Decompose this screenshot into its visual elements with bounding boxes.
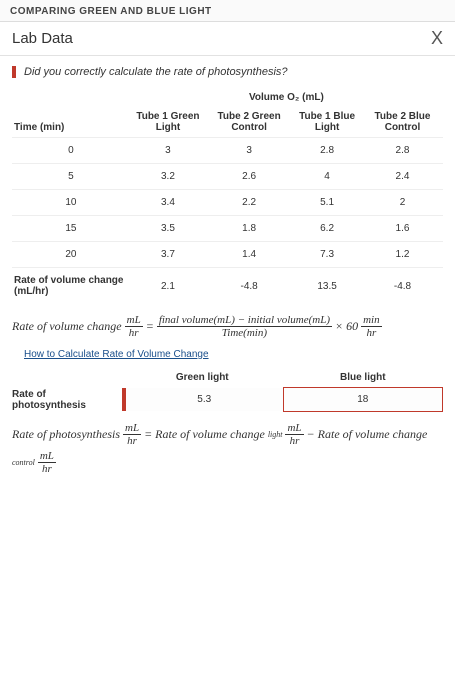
table-cell: 13.5 — [292, 267, 362, 304]
volume-formula: Rate of volume change mL hr = final volum… — [12, 314, 443, 339]
table-cell: -4.8 — [362, 267, 443, 304]
row-header: 0 — [12, 137, 130, 164]
formula-lhs: Rate of photosynthesis — [12, 427, 120, 441]
unit-fraction: mL hr — [123, 422, 142, 447]
table-row: 15 3.5 1.8 6.2 1.6 — [12, 215, 443, 242]
page-title: Lab Data — [12, 30, 73, 47]
unit-fraction: mL hr — [285, 422, 304, 447]
denominator: Time(min) — [221, 327, 268, 339]
column-header: Tube 2 Blue Control — [374, 111, 431, 133]
table-cell: 5.1 — [292, 189, 362, 216]
table-cell: 2 — [362, 189, 443, 216]
green-value[interactable]: 5.3 — [122, 388, 283, 411]
multiplier: × 60 — [335, 319, 359, 333]
table-row: Rate of volume change (mL/hr) 2.1 -4.8 13.5… — [12, 267, 443, 304]
main-fraction: final volume(mL) − initial volume(mL) Tim… — [156, 314, 332, 339]
table-cell: 1.8 — [206, 215, 293, 242]
table-cell: 7.3 — [292, 241, 362, 268]
unit-den: hr — [366, 327, 377, 339]
term: Rate of volume change — [155, 427, 265, 441]
table-cell: 3 — [129, 137, 207, 164]
row-header: Rate of volume change (mL/hr) — [12, 267, 130, 304]
term: Rate of volume change — [317, 427, 428, 441]
table-cell: 1.6 — [362, 215, 443, 242]
column-header: Time (min) — [14, 122, 65, 133]
unit-den: hr — [127, 435, 137, 447]
table-cell: 2.6 — [206, 163, 293, 190]
unit-num: mL — [124, 314, 143, 327]
table-row: 5 3.2 2.6 4 2.4 — [12, 163, 443, 190]
blue-value[interactable]: 18 — [282, 387, 443, 412]
unit-num: min — [361, 314, 382, 327]
question: Did you correctly calculate the rate of … — [12, 66, 443, 78]
table-cell: 6.2 — [292, 215, 362, 242]
help-link[interactable]: How to Calculate Rate of Volume Change — [24, 349, 209, 360]
table-row: 0 3 3 2.8 2.8 — [12, 137, 443, 164]
table-row: 20 3.7 1.4 7.3 1.2 — [12, 241, 443, 268]
formula-lhs: Rate of volume change — [12, 319, 122, 333]
unit-num: mL — [37, 450, 56, 463]
table-cell: -4.8 — [206, 267, 293, 304]
unit-num: mL — [285, 422, 304, 435]
table-cell: 3.2 — [129, 163, 207, 190]
rate-fraction: min hr — [361, 314, 382, 339]
table-cell: 2.1 — [129, 267, 207, 304]
table-cell: 2.8 — [292, 137, 362, 164]
column-header: Tube 1 Blue Light — [299, 111, 356, 133]
row-header: 10 — [12, 189, 130, 216]
table-cell: 1.4 — [206, 241, 293, 268]
subscript: light — [267, 430, 283, 439]
subscript: control — [12, 458, 35, 467]
col-header: Blue light — [339, 372, 386, 383]
table-cell: 4 — [292, 163, 362, 190]
table-cell: 3.7 — [129, 241, 207, 268]
table-cell: 2.2 — [206, 189, 293, 216]
equals: = — [144, 427, 153, 441]
table-cell: 1.2 — [362, 241, 443, 268]
table-cell: 2.4 — [362, 163, 443, 190]
unit-fraction: mL hr — [124, 314, 143, 339]
table-row: 10 3.4 2.2 5.1 2 — [12, 189, 443, 216]
minus: − — [306, 427, 315, 441]
photosynthesis-formula: Rate of photosynthesis mL hr = Rate of vo… — [12, 422, 443, 475]
equals: = — [145, 319, 154, 333]
close-button[interactable]: X — [430, 28, 443, 48]
unit-den: hr — [41, 463, 52, 475]
row-header: 15 — [12, 215, 130, 242]
column-header: Tube 2 Green Control — [217, 111, 281, 133]
column-header: Tube 1 Green Light — [136, 111, 200, 133]
group-header: Volume O₂ (mL) — [248, 92, 324, 103]
unit-fraction: mL hr — [37, 450, 56, 475]
table-cell: 3.4 — [129, 189, 207, 216]
table-cell: 3.5 — [129, 215, 207, 242]
title-bar: Lab Data X — [0, 22, 455, 56]
row-header: 20 — [12, 241, 130, 268]
table-cell: 3 — [206, 137, 293, 164]
col-header: Green light — [175, 372, 229, 383]
unit-den: hr — [289, 435, 300, 447]
section-header: COMPARING GREEN AND BLUE LIGHT — [0, 0, 455, 22]
data-table: Volume O₂ (mL) Time (min) Tube 1 Green Li… — [12, 88, 443, 304]
row-header: 5 — [12, 163, 130, 190]
photosynthesis-table: Green light Blue light Rate of photosynth… — [12, 368, 443, 412]
unit-num: mL — [123, 422, 142, 435]
table-cell: 2.8 — [362, 137, 443, 164]
row-label: Rate of photosynthesis — [12, 388, 86, 411]
numerator: final volume(mL) − initial volume(mL) — [156, 314, 332, 327]
unit-den: hr — [128, 327, 139, 339]
